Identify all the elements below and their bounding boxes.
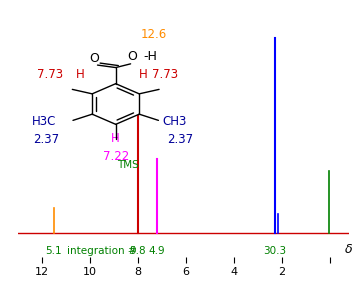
Text: integration #: integration # — [67, 245, 137, 256]
Text: 12.6: 12.6 — [141, 28, 167, 41]
Text: 5.1: 5.1 — [46, 245, 62, 256]
Text: 4.9: 4.9 — [148, 245, 165, 256]
Text: H: H — [139, 68, 148, 81]
Text: 30.3: 30.3 — [263, 245, 286, 256]
Text: H: H — [76, 68, 84, 81]
Text: δ: δ — [345, 243, 352, 256]
Text: CH3: CH3 — [162, 115, 186, 128]
Text: H3C: H3C — [32, 115, 56, 128]
Text: H: H — [111, 132, 120, 145]
Text: 7.22: 7.22 — [103, 150, 129, 162]
Text: 7.73: 7.73 — [37, 68, 63, 81]
Text: -H: -H — [144, 50, 157, 63]
Text: O: O — [89, 52, 99, 65]
Text: 9.8: 9.8 — [130, 245, 146, 256]
Text: 2.37: 2.37 — [167, 133, 193, 146]
Text: TMS: TMS — [117, 160, 139, 170]
Text: 2.37: 2.37 — [33, 133, 59, 146]
Text: O: O — [127, 50, 137, 63]
Text: 7.73: 7.73 — [152, 68, 178, 81]
